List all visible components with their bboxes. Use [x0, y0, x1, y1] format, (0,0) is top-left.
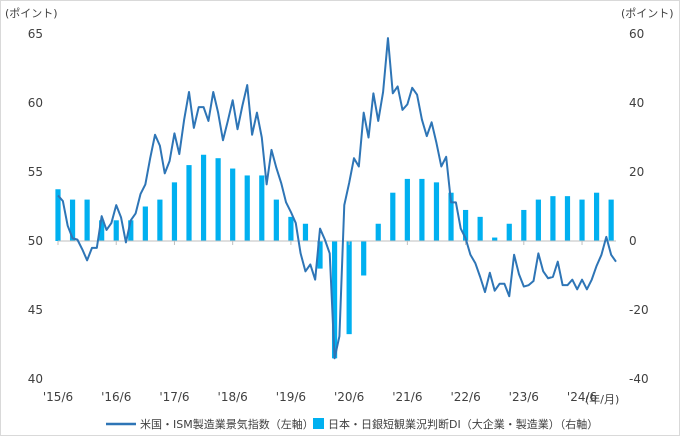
- bar-tankan: [128, 220, 134, 241]
- x-tick-label: '19/6: [276, 390, 306, 404]
- right-tick-label: 0: [629, 234, 637, 248]
- bar-tankan: [186, 165, 192, 241]
- bar-tankan: [200, 154, 207, 241]
- bar-tankan: [564, 196, 571, 241]
- x-axis-tick-marks: [57, 241, 583, 245]
- right-tick-label: 60: [629, 27, 644, 41]
- left-axis-unit: (ポイント): [5, 7, 58, 20]
- left-tick-label: 50: [28, 234, 43, 248]
- bar-tankan: [346, 241, 352, 335]
- bar-tankan: [99, 220, 105, 241]
- bar-tankan: [477, 216, 483, 241]
- bar-tankan: [550, 196, 556, 241]
- bar-tankan: [462, 209, 469, 241]
- bar-tankan: [390, 192, 396, 241]
- bar-tankan: [69, 199, 76, 241]
- bar-tankan: [273, 199, 279, 241]
- right-axis-ticks: -40 -20 0 20 40 60: [629, 27, 649, 386]
- x-tick-label: '24/6: [567, 390, 597, 404]
- bar-tankan: [157, 199, 163, 241]
- x-tick-label: '16/6: [101, 390, 131, 404]
- x-axis-labels: '15/6 '16/6 '17/6 '18/6 '19/6 '20/6 '21/6 '22/6…: [43, 390, 597, 404]
- bar-series-tankan: [55, 154, 614, 359]
- line-series-ism: [57, 37, 617, 360]
- x-tick-label: '22/6: [450, 390, 480, 404]
- bar-tankan: [142, 206, 148, 241]
- bar-tankan: [521, 209, 527, 241]
- legend-bar-swatch: [313, 418, 324, 429]
- x-tick-label: '18/6: [218, 390, 248, 404]
- x-tick-label: '15/6: [43, 390, 73, 404]
- bar-tankan: [419, 178, 425, 241]
- legend-label-tankan: 日本・日銀短観業況判断DI（大企業・製造業）（右軸）: [328, 417, 598, 431]
- bar-tankan: [404, 178, 410, 241]
- right-tick-label: 20: [629, 165, 644, 179]
- bar-tankan: [579, 199, 585, 241]
- bar-tankan: [361, 241, 367, 276]
- x-axis-unit: (年/月): [585, 392, 619, 406]
- bar-tankan: [215, 158, 221, 241]
- left-tick-label: 45: [28, 303, 43, 317]
- right-tick-label: -20: [629, 303, 649, 317]
- right-tick-label: -40: [629, 372, 649, 386]
- bar-tankan: [55, 189, 61, 241]
- bar-tankan: [259, 175, 265, 241]
- x-tick-label: '20/6: [334, 390, 364, 404]
- bar-tankan: [230, 168, 236, 241]
- bar-tankan: [331, 241, 338, 359]
- right-tick-label: 40: [629, 96, 644, 110]
- bar-tankan: [244, 175, 250, 241]
- left-tick-label: 40: [28, 372, 43, 386]
- x-tick-label: '23/6: [509, 390, 539, 404]
- left-axis-ticks: 40 45 50 55 60 65: [28, 27, 43, 386]
- legend: 米国・ISM製造業景気指数（左軸） 日本・日銀短観業況判断DI（大企業・製造業）…: [106, 417, 598, 431]
- bar-tankan: [433, 182, 440, 241]
- left-tick-label: 60: [28, 96, 43, 110]
- bar-tankan: [535, 199, 541, 241]
- bar-tankan: [608, 199, 614, 241]
- bar-tankan: [84, 199, 90, 241]
- left-tick-label: 55: [28, 165, 43, 179]
- bar-tankan: [492, 237, 498, 241]
- bar-tankan: [506, 223, 512, 241]
- bar-tankan: [317, 241, 323, 269]
- x-tick-label: '21/6: [392, 390, 422, 404]
- bar-tankan: [448, 192, 454, 241]
- x-tick-label: '17/6: [159, 390, 189, 404]
- legend-label-ism: 米国・ISM製造業景気指数（左軸）: [140, 417, 314, 431]
- bar-tankan: [302, 223, 309, 241]
- bar-tankan: [113, 220, 119, 241]
- right-axis-unit: (ポイント): [621, 7, 674, 20]
- bar-tankan: [288, 216, 294, 241]
- bar-tankan: [171, 182, 178, 241]
- bar-tankan: [375, 223, 381, 241]
- left-tick-label: 65: [28, 27, 43, 41]
- bar-tankan: [593, 192, 600, 241]
